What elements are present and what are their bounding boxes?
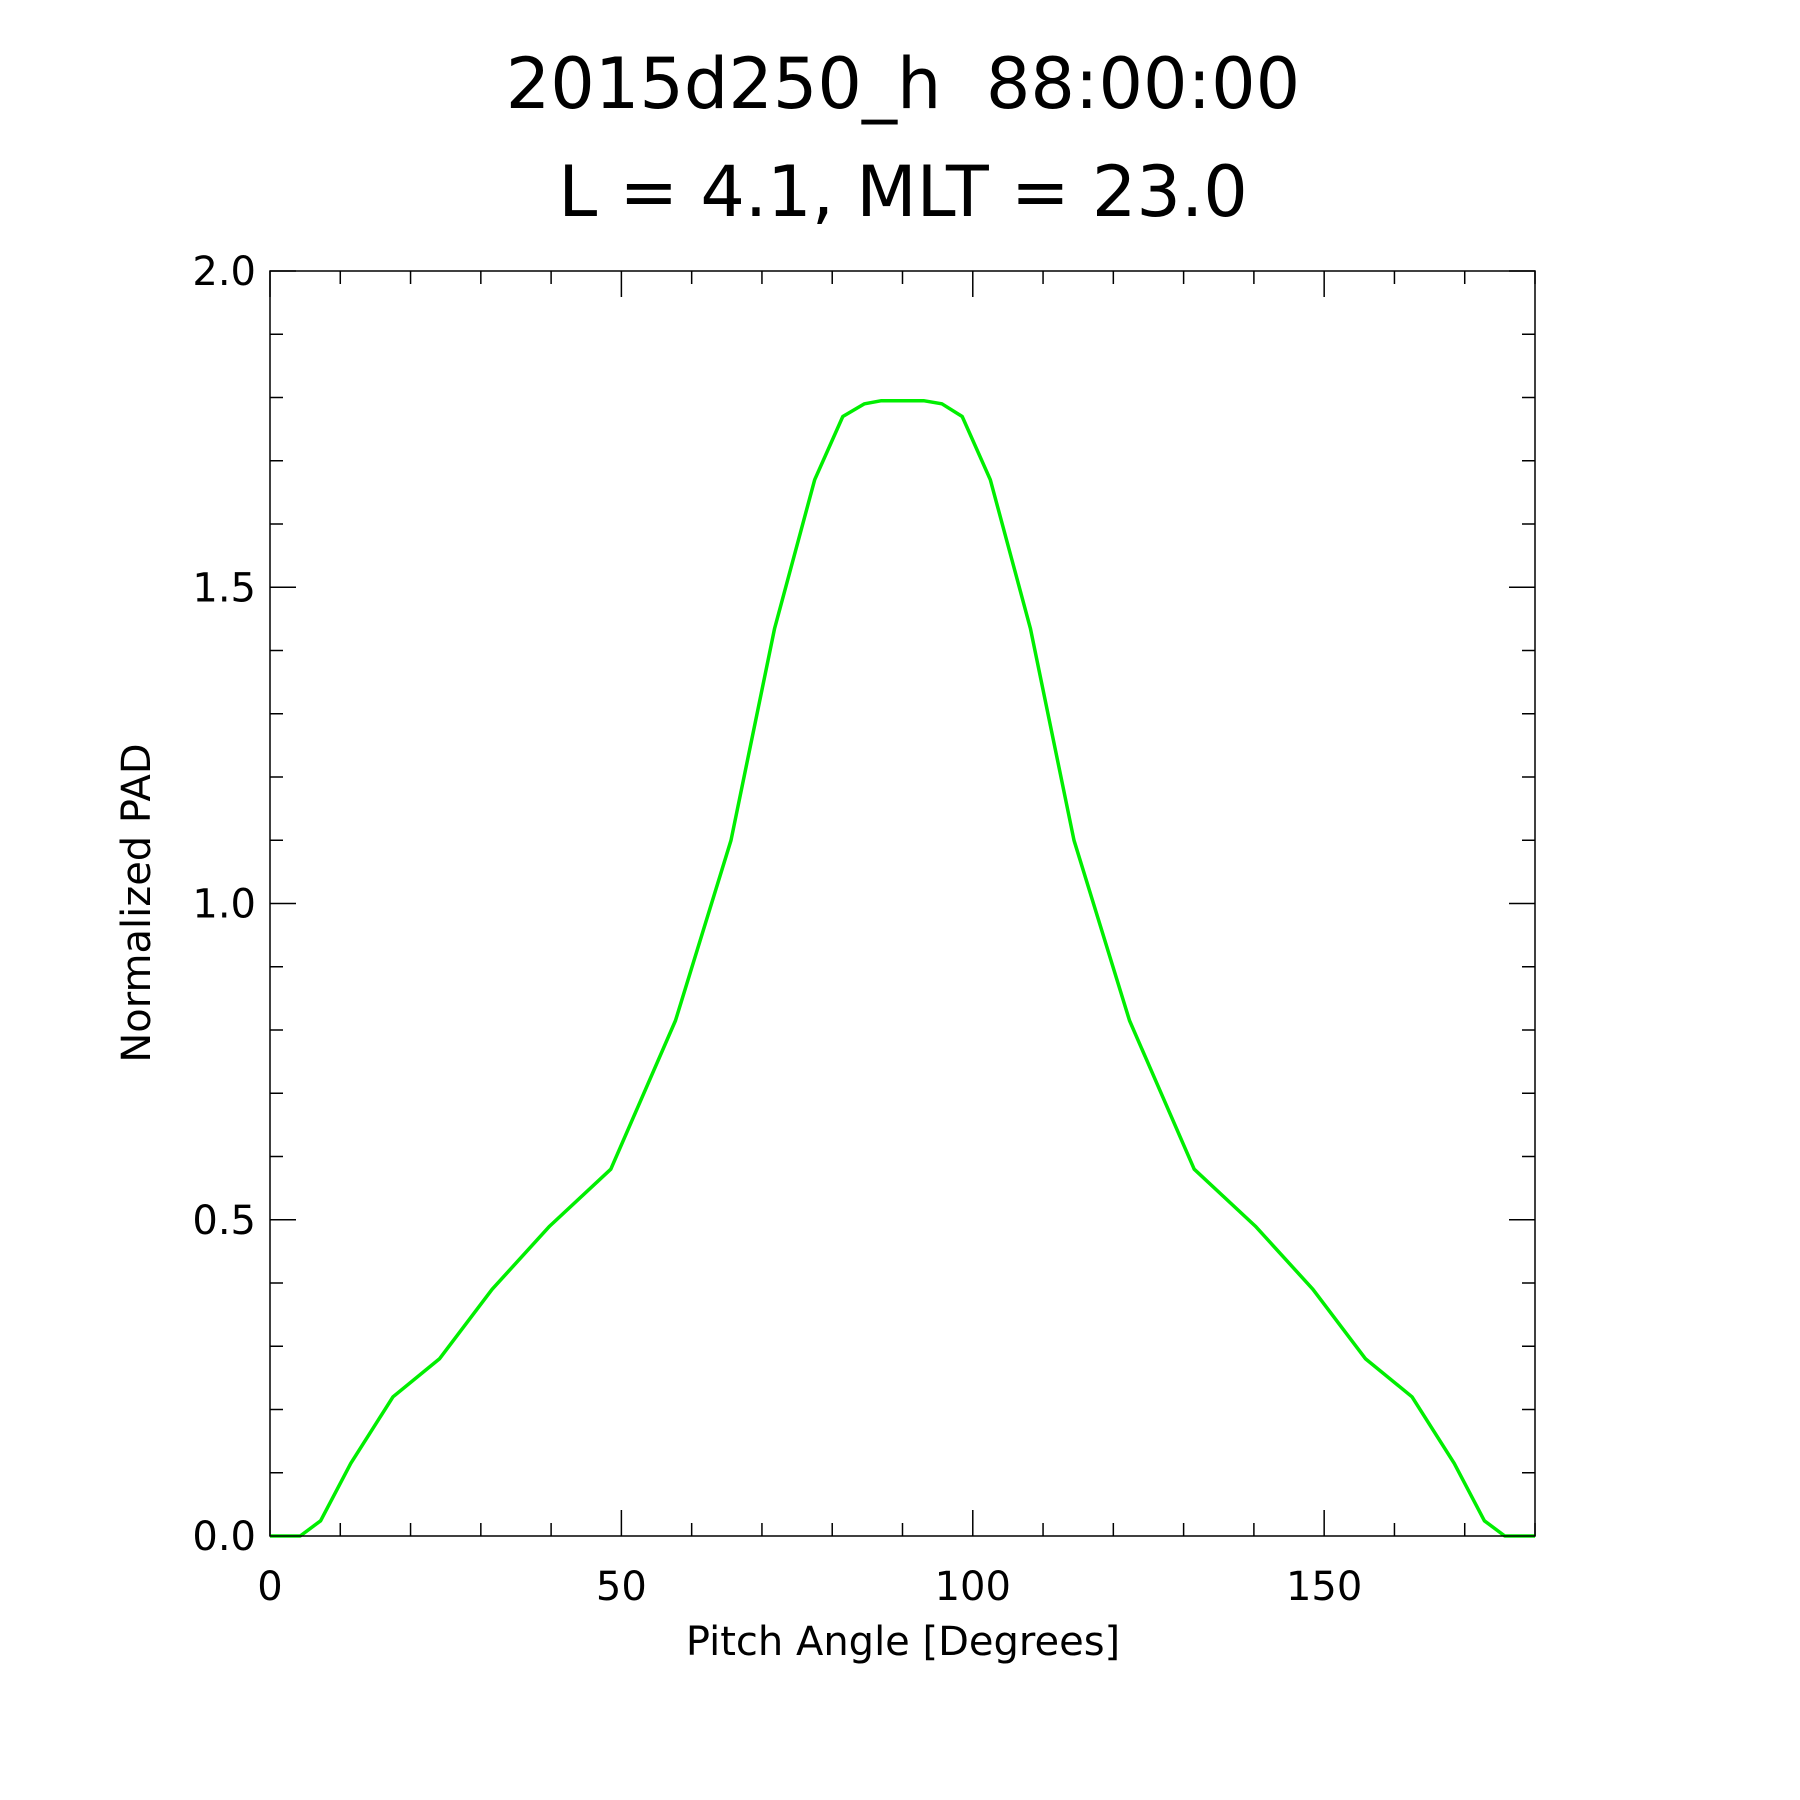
y-tick-label: 0.0 xyxy=(192,1514,256,1560)
axes: 0 50 100 150 0.0 0.5 1.0 1.5 2.0 xyxy=(192,249,1536,1610)
x-tick-label: 150 xyxy=(1286,1564,1362,1610)
x-tick-label: 50 xyxy=(596,1564,647,1610)
x-tick-label: 100 xyxy=(935,1564,1011,1610)
chart-subtitle: L = 4.1, MLT = 23.0 xyxy=(558,151,1248,233)
plot-frame xyxy=(269,270,1536,1537)
y-tick-label: 1.5 xyxy=(192,565,256,611)
y-tick-label: 1.0 xyxy=(192,882,256,928)
y-tick-label: 0.5 xyxy=(192,1198,256,1244)
series-group xyxy=(270,398,1535,1538)
series-line-pad xyxy=(270,398,1535,1538)
y-tick-label: 2.0 xyxy=(192,249,256,295)
y-axis-label: Normalized PAD xyxy=(114,743,160,1062)
chart-title: 2015d250_h 88:00:00 xyxy=(506,43,1300,125)
x-tick-label: 0 xyxy=(257,1564,282,1610)
x-axis-label: Pitch Angle [Degrees] xyxy=(686,1619,1120,1665)
